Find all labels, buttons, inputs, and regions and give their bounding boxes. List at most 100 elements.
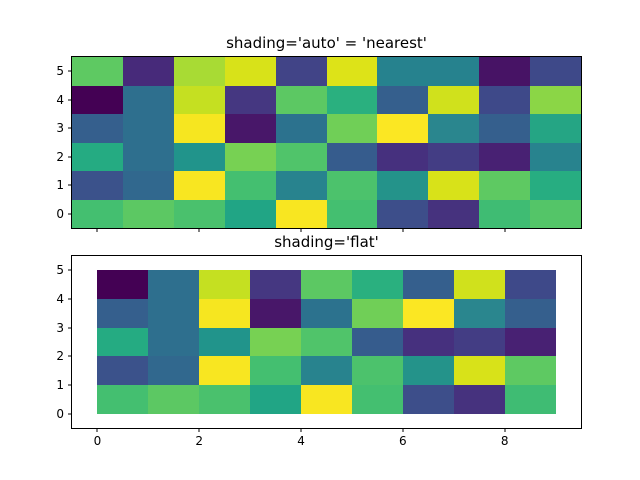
heatmap-cell-r5-c1 — [122, 57, 174, 86]
y-tick-mark — [68, 413, 72, 415]
heatmap-cell-r4-c7 — [428, 85, 480, 114]
heatmap-cell-r3-c6 — [402, 298, 454, 328]
heatmap-cell-r4-c4 — [301, 270, 352, 299]
x-tick-label: 4 — [297, 434, 305, 448]
heatmap-cell-r4-c1 — [148, 270, 200, 299]
heatmap-cell-r2-c5 — [326, 142, 378, 171]
heatmap-cell-r0-c7 — [428, 199, 480, 228]
heatmap-cell-r2-c8 — [479, 142, 531, 171]
x-tick-mark — [96, 228, 98, 232]
heatmap-cell-r3-c3 — [224, 114, 276, 143]
heatmap-cell-r3-c2 — [199, 298, 251, 328]
heatmap-flat — [97, 270, 556, 414]
x-tick-mark — [96, 428, 98, 432]
heatmap-cell-r3-c4 — [275, 114, 327, 143]
heatmap-cell-r0-c6 — [402, 384, 454, 414]
heatmap-cell-r0-c9 — [530, 199, 581, 228]
y-tick-mark — [68, 269, 72, 271]
heatmap-cell-r1-c5 — [351, 356, 403, 385]
heatmap-cell-r2-c5 — [351, 327, 403, 357]
heatmap-cell-r2-c1 — [148, 327, 200, 357]
heatmap-cell-r3-c2 — [173, 114, 225, 143]
heatmap-cell-r5-c5 — [326, 57, 378, 86]
heatmap-cell-r5-c6 — [377, 57, 429, 86]
heatmap-cell-r2-c3 — [250, 327, 302, 357]
x-tick-label: 2 — [195, 434, 204, 448]
y-tick-label: 5 — [56, 263, 64, 278]
heatmap-cell-r1-c4 — [301, 356, 352, 385]
heatmap-cell-r4-c2 — [173, 85, 225, 114]
heatmap-cell-r0-c4 — [275, 199, 327, 228]
heatmap-cell-r0-c6 — [377, 199, 429, 228]
heatmap-cell-r5-c8 — [479, 57, 531, 86]
heatmap-cell-r4-c8 — [504, 270, 556, 299]
heatmap-cell-r4-c4 — [275, 85, 327, 114]
heatmap-cell-r3-c5 — [326, 114, 378, 143]
y-tick-label: 1 — [56, 378, 64, 392]
heatmap-cell-r5-c3 — [224, 57, 276, 86]
y-tick-mark — [68, 127, 72, 129]
y-tick-mark — [68, 99, 72, 101]
heatmap-cell-r1-c8 — [504, 356, 556, 385]
x-tick-mark — [198, 428, 200, 432]
x-tick-mark — [402, 228, 404, 232]
heatmap-cell-r2-c1 — [122, 142, 174, 171]
y-tick-label: 0 — [56, 406, 64, 421]
heatmap-cell-r4-c7 — [453, 270, 505, 299]
heatmap-cell-r1-c0 — [72, 171, 123, 200]
x-tick-label: 6 — [399, 434, 407, 448]
heatmap-cell-r4-c2 — [199, 270, 251, 299]
y-tick-mark — [68, 156, 72, 158]
heatmap-cell-r0-c4 — [301, 384, 352, 414]
x-tick-mark — [198, 228, 200, 232]
heatmap-cell-r4-c5 — [326, 85, 378, 114]
heatmap-cell-r3-c8 — [504, 298, 556, 328]
x-tick-mark — [504, 428, 506, 432]
y-tick-mark — [68, 384, 72, 386]
heatmap-cell-r4-c6 — [402, 270, 454, 299]
heatmap-cell-r0-c8 — [479, 199, 531, 228]
heatmap-cell-r2-c2 — [199, 327, 251, 357]
heatmap-cell-r2-c8 — [504, 327, 556, 357]
y-tick-mark — [68, 298, 72, 300]
heatmap-nearest — [72, 57, 581, 228]
heatmap-cell-r3-c0 — [72, 114, 123, 143]
y-tick-label: 3 — [56, 320, 64, 335]
heatmap-cell-r4-c0 — [97, 270, 149, 299]
heatmap-cell-r5-c4 — [275, 57, 327, 86]
heatmap-cell-r0-c8 — [504, 384, 556, 414]
heatmap-cell-r2-c4 — [275, 142, 327, 171]
heatmap-cell-r0-c0 — [72, 199, 123, 228]
heatmap-cell-r1-c9 — [530, 171, 581, 200]
heatmap-cell-r1-c3 — [250, 356, 302, 385]
y-tick-mark — [68, 355, 72, 357]
heatmap-cell-r4-c9 — [530, 85, 581, 114]
axes-flat: 0 2 4 6 8 5 4 3 2 1 0 — [56, 255, 582, 448]
y-tick-mark — [68, 70, 72, 72]
y-tick-label: 2 — [56, 149, 64, 164]
heatmap-cell-r2-c3 — [224, 142, 276, 171]
heatmap-cell-r4-c3 — [250, 270, 302, 299]
heatmap-cell-r3-c7 — [428, 114, 480, 143]
x-tick-mark — [402, 428, 404, 432]
heatmap-cell-r0-c7 — [453, 384, 505, 414]
heatmap-cell-r2-c7 — [428, 142, 480, 171]
heatmap-cell-r3-c3 — [250, 298, 302, 328]
x-tick-label: 0 — [93, 434, 102, 448]
heatmap-cell-r1-c3 — [224, 171, 276, 200]
heatmap-cell-r3-c6 — [377, 114, 429, 143]
y-tick-label: 1 — [56, 178, 64, 193]
heatmap-cell-r0-c2 — [173, 199, 225, 228]
x-tick-mark — [504, 228, 506, 232]
subplot-title-flat: shading='flat' — [274, 233, 379, 251]
heatmap-cell-r0-c1 — [148, 384, 200, 414]
x-tick-mark — [300, 228, 302, 232]
heatmap-cell-r4-c3 — [224, 85, 276, 114]
heatmap-cell-r1-c2 — [173, 171, 225, 200]
heatmap-cell-r2-c9 — [530, 142, 581, 171]
heatmap-cell-r0-c2 — [199, 384, 251, 414]
heatmap-cell-r1-c2 — [199, 356, 251, 385]
heatmap-cell-r5-c2 — [173, 57, 225, 86]
heatmap-cell-r0-c0 — [97, 384, 149, 414]
